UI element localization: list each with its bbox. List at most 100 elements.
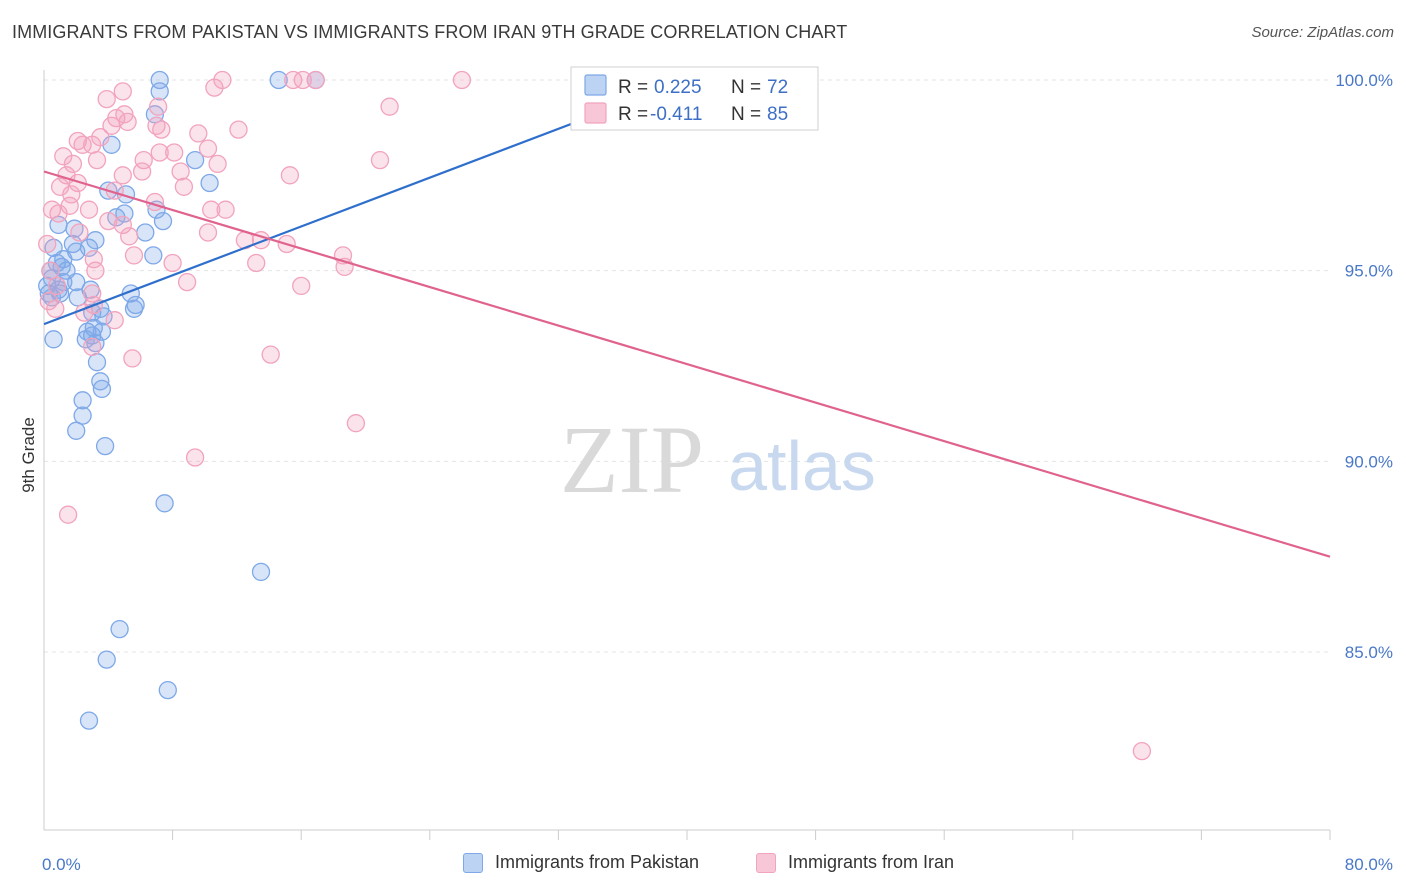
- iran-point-40: [62, 185, 81, 204]
- iran-point-64: [86, 261, 105, 280]
- iran-point-28: [370, 150, 390, 170]
- iran-point-51: [120, 227, 139, 246]
- y-tick-label-3: 85.0%: [1345, 643, 1393, 662]
- iran-point-12: [118, 112, 137, 132]
- stats-legend-frame: [570, 66, 819, 131]
- iran-point-58: [84, 250, 103, 269]
- iran-point-50: [70, 223, 89, 242]
- iran-point-5: [205, 78, 224, 97]
- iran-point-2: [293, 70, 312, 90]
- stats-legend: R = 0.225 N = 72 R = -0.411 N = 85: [570, 66, 819, 131]
- pakistan-point-57: [95, 436, 115, 456]
- y-tick-label-1: 95.0%: [1345, 262, 1393, 281]
- legend-n-label-pakistan: N =: [731, 77, 761, 98]
- legend-item-iran[interactable]: Immigrants from Iran: [756, 852, 954, 873]
- iran-point-76: [261, 345, 280, 364]
- iran-point-7: [97, 89, 116, 109]
- pakistan-point-53: [92, 379, 112, 399]
- watermark-atlas: atlas: [728, 427, 876, 505]
- iran-point-45: [49, 204, 68, 223]
- pakistan-point-60: [110, 619, 129, 639]
- iran-point-71: [46, 299, 65, 318]
- iran-point-23: [150, 143, 169, 162]
- pakistan-point-13: [153, 211, 173, 231]
- legend-label-iran: Immigrants from Iran: [788, 852, 955, 872]
- pakistan-point-50: [44, 330, 63, 349]
- iran-point-69: [39, 292, 58, 311]
- pakistan-point-62: [158, 680, 177, 700]
- iran-point-19: [189, 124, 208, 143]
- iran-point-52: [198, 223, 218, 242]
- iran-point-63: [41, 261, 60, 280]
- iran-point-78: [185, 448, 205, 467]
- pakistan-point-55: [73, 406, 92, 425]
- pakistan-point-46: [92, 322, 112, 341]
- pakistan-point-56: [67, 421, 86, 440]
- legend-item-pakistan[interactable]: Immigrants from Pakistan: [463, 852, 699, 873]
- scatter-points: [38, 70, 1152, 761]
- legend-r-label-pakistan: R =: [618, 77, 648, 98]
- iran-point-13: [102, 116, 121, 135]
- iran-point-67: [292, 276, 311, 296]
- iran-point-79: [58, 505, 78, 524]
- iran-point-57: [124, 246, 144, 265]
- iran-point-77: [346, 414, 366, 433]
- axes: [43, 70, 1331, 840]
- pakistan-point-30: [67, 272, 86, 292]
- iran-point-30: [208, 154, 227, 174]
- pakistan-point-6: [185, 150, 205, 170]
- pakistan-point-37: [68, 288, 87, 307]
- legend-n-value-iran: 85: [767, 104, 788, 125]
- iran-point-38: [174, 177, 194, 196]
- x-tick-label-0: 0.0%: [42, 855, 81, 874]
- iran-point-25: [54, 147, 73, 166]
- legend-n-label-iran: N =: [731, 104, 761, 125]
- iran-point-44: [79, 200, 99, 219]
- pakistan-point-63: [79, 711, 99, 730]
- pakistan-point-54: [73, 391, 92, 410]
- iran-point-27: [134, 150, 153, 170]
- iran-point-49: [113, 215, 132, 235]
- pakistan-point-61: [97, 650, 116, 669]
- pakistan-point-1: [269, 70, 288, 90]
- pakistan-point-51: [87, 353, 107, 372]
- iran-point-31: [132, 162, 152, 181]
- iran-point-21: [83, 135, 102, 154]
- chart-title: IMMIGRANTS FROM PAKISTAN VS IMMIGRANTS F…: [12, 22, 848, 42]
- legend-r-value-iran: -0.411: [650, 104, 702, 125]
- tick-labels: 100.0% 95.0% 90.0% 85.0% 0.0% 80.0%: [42, 71, 1393, 874]
- gridlines: [44, 79, 1330, 653]
- iran-point-15: [152, 120, 171, 139]
- iran-point-16: [229, 120, 248, 139]
- x-tick-label-1: 80.0%: [1345, 855, 1393, 874]
- iran-point-26: [87, 150, 107, 170]
- legend-swatch-iran-bottom: [756, 852, 776, 873]
- iran-point-66: [47, 276, 67, 296]
- y-axis-label: 9th Grade: [19, 417, 38, 493]
- iran-point-48: [99, 211, 118, 231]
- series-legend: Immigrants from Pakistan Immigrants from…: [0, 852, 1406, 878]
- iran-point-32: [171, 162, 190, 181]
- legend-r-value-pakistan: 0.225: [654, 77, 702, 98]
- pakistan-point-41: [124, 299, 144, 318]
- iran-point-65: [177, 272, 197, 292]
- iran-point-60: [247, 253, 266, 273]
- iran-point-68: [83, 284, 102, 303]
- iran-point-80: [1132, 741, 1152, 761]
- iran-point-24: [165, 143, 184, 162]
- pakistan-point-11: [115, 204, 134, 223]
- iran-point-22: [198, 139, 218, 158]
- pakistan-point-3: [150, 82, 169, 101]
- iran-point-74: [83, 337, 102, 357]
- legend-n-value-pakistan: 72: [767, 77, 788, 98]
- iran-point-46: [202, 200, 221, 219]
- iran-point-29: [63, 154, 83, 174]
- pakistan-point-52: [91, 372, 110, 391]
- iran-point-3: [306, 70, 325, 90]
- pakistan-point-23: [144, 246, 163, 265]
- iran-point-9: [380, 97, 399, 116]
- iran-point-34: [113, 166, 132, 185]
- iran-point-1: [284, 70, 303, 90]
- y-tick-label-0: 100.0%: [1335, 71, 1393, 90]
